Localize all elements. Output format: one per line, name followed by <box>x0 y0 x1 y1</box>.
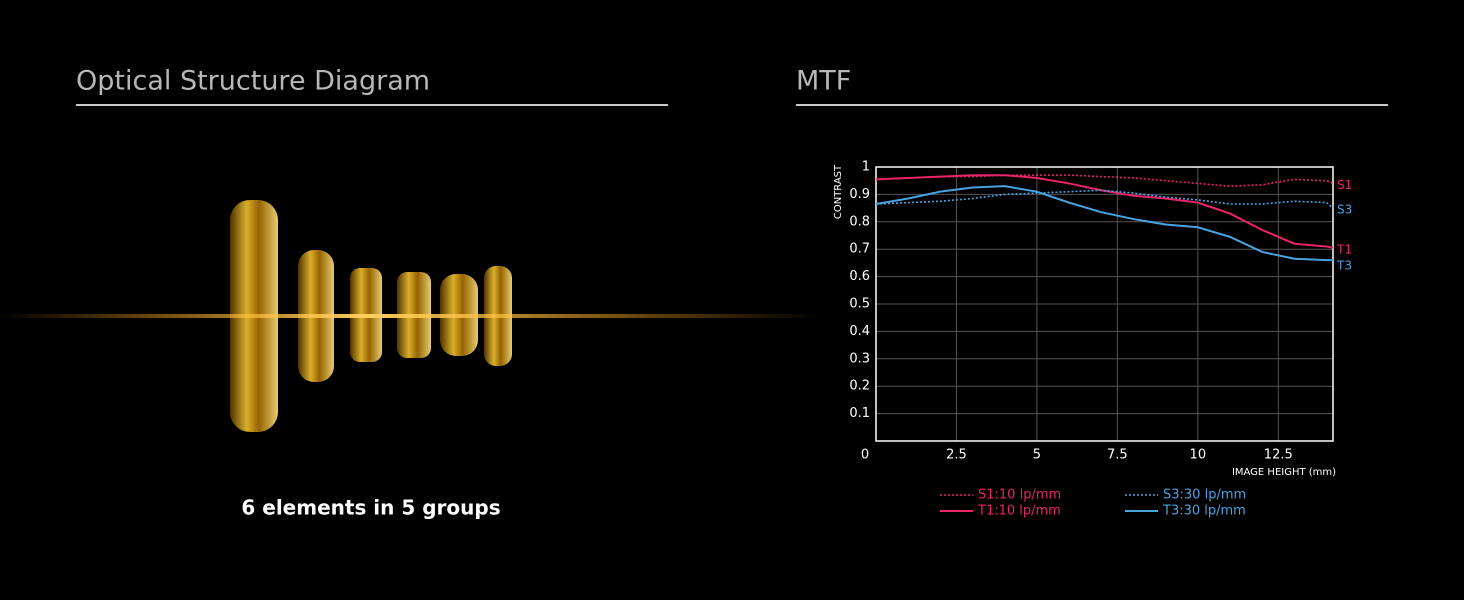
series-line <box>875 185 1333 262</box>
y-axis-label: CONTRAST <box>833 164 844 219</box>
y-tick-label: 0.2 <box>849 379 870 394</box>
x-tick-label: 2.5 <box>946 448 967 463</box>
y-tick-label: 0.1 <box>849 406 870 421</box>
y-tick-label: 0.8 <box>849 214 870 229</box>
chart-title: MTF <box>796 66 851 97</box>
x-tick-label: 0 <box>861 448 869 463</box>
x-axis-label: IMAGE HEIGHT (mm) <box>1232 467 1336 478</box>
y-tick-label: 0.5 <box>849 297 870 312</box>
plot: 0.10.20.30.40.50.60.70.80.910 2.5 5 7.5 10 12… <box>849 160 1352 519</box>
x-tick-label: 5 <box>1033 448 1041 463</box>
y-tick-label: 0.7 <box>849 242 870 257</box>
series-end-label: S1 <box>1337 178 1352 192</box>
series-end-label: T3 <box>1336 259 1352 273</box>
legend-label: T3:30 lp/mm <box>1162 504 1246 519</box>
y-tick-label: 0.3 <box>849 351 870 366</box>
legend-label: S1:10 lp/mm <box>978 488 1061 503</box>
section-title: Optical Structure Diagram <box>76 66 430 97</box>
lens-diagram <box>0 200 820 432</box>
series-line <box>875 189 1334 209</box>
x-tick-label: 12.5 <box>1264 448 1293 463</box>
x-tick-label: 10 <box>1190 448 1207 463</box>
legend-label: T1:10 lp/mm <box>977 504 1061 519</box>
x-tick-label: 7.5 <box>1107 448 1128 463</box>
y-tick-label: 1 <box>862 160 870 175</box>
series-line <box>875 174 1334 249</box>
y-tick-label: 0.6 <box>849 269 870 284</box>
legend-label: S3:30 lp/mm <box>1163 488 1246 503</box>
series-end-label: S3 <box>1337 203 1352 217</box>
y-tick-label: 0.4 <box>849 324 870 339</box>
caption: 6 elements in 5 groups <box>241 496 500 520</box>
plot-frame <box>875 166 1334 442</box>
y-tick-label: 0.9 <box>849 187 870 202</box>
series-end-label: T1 <box>1336 242 1352 256</box>
